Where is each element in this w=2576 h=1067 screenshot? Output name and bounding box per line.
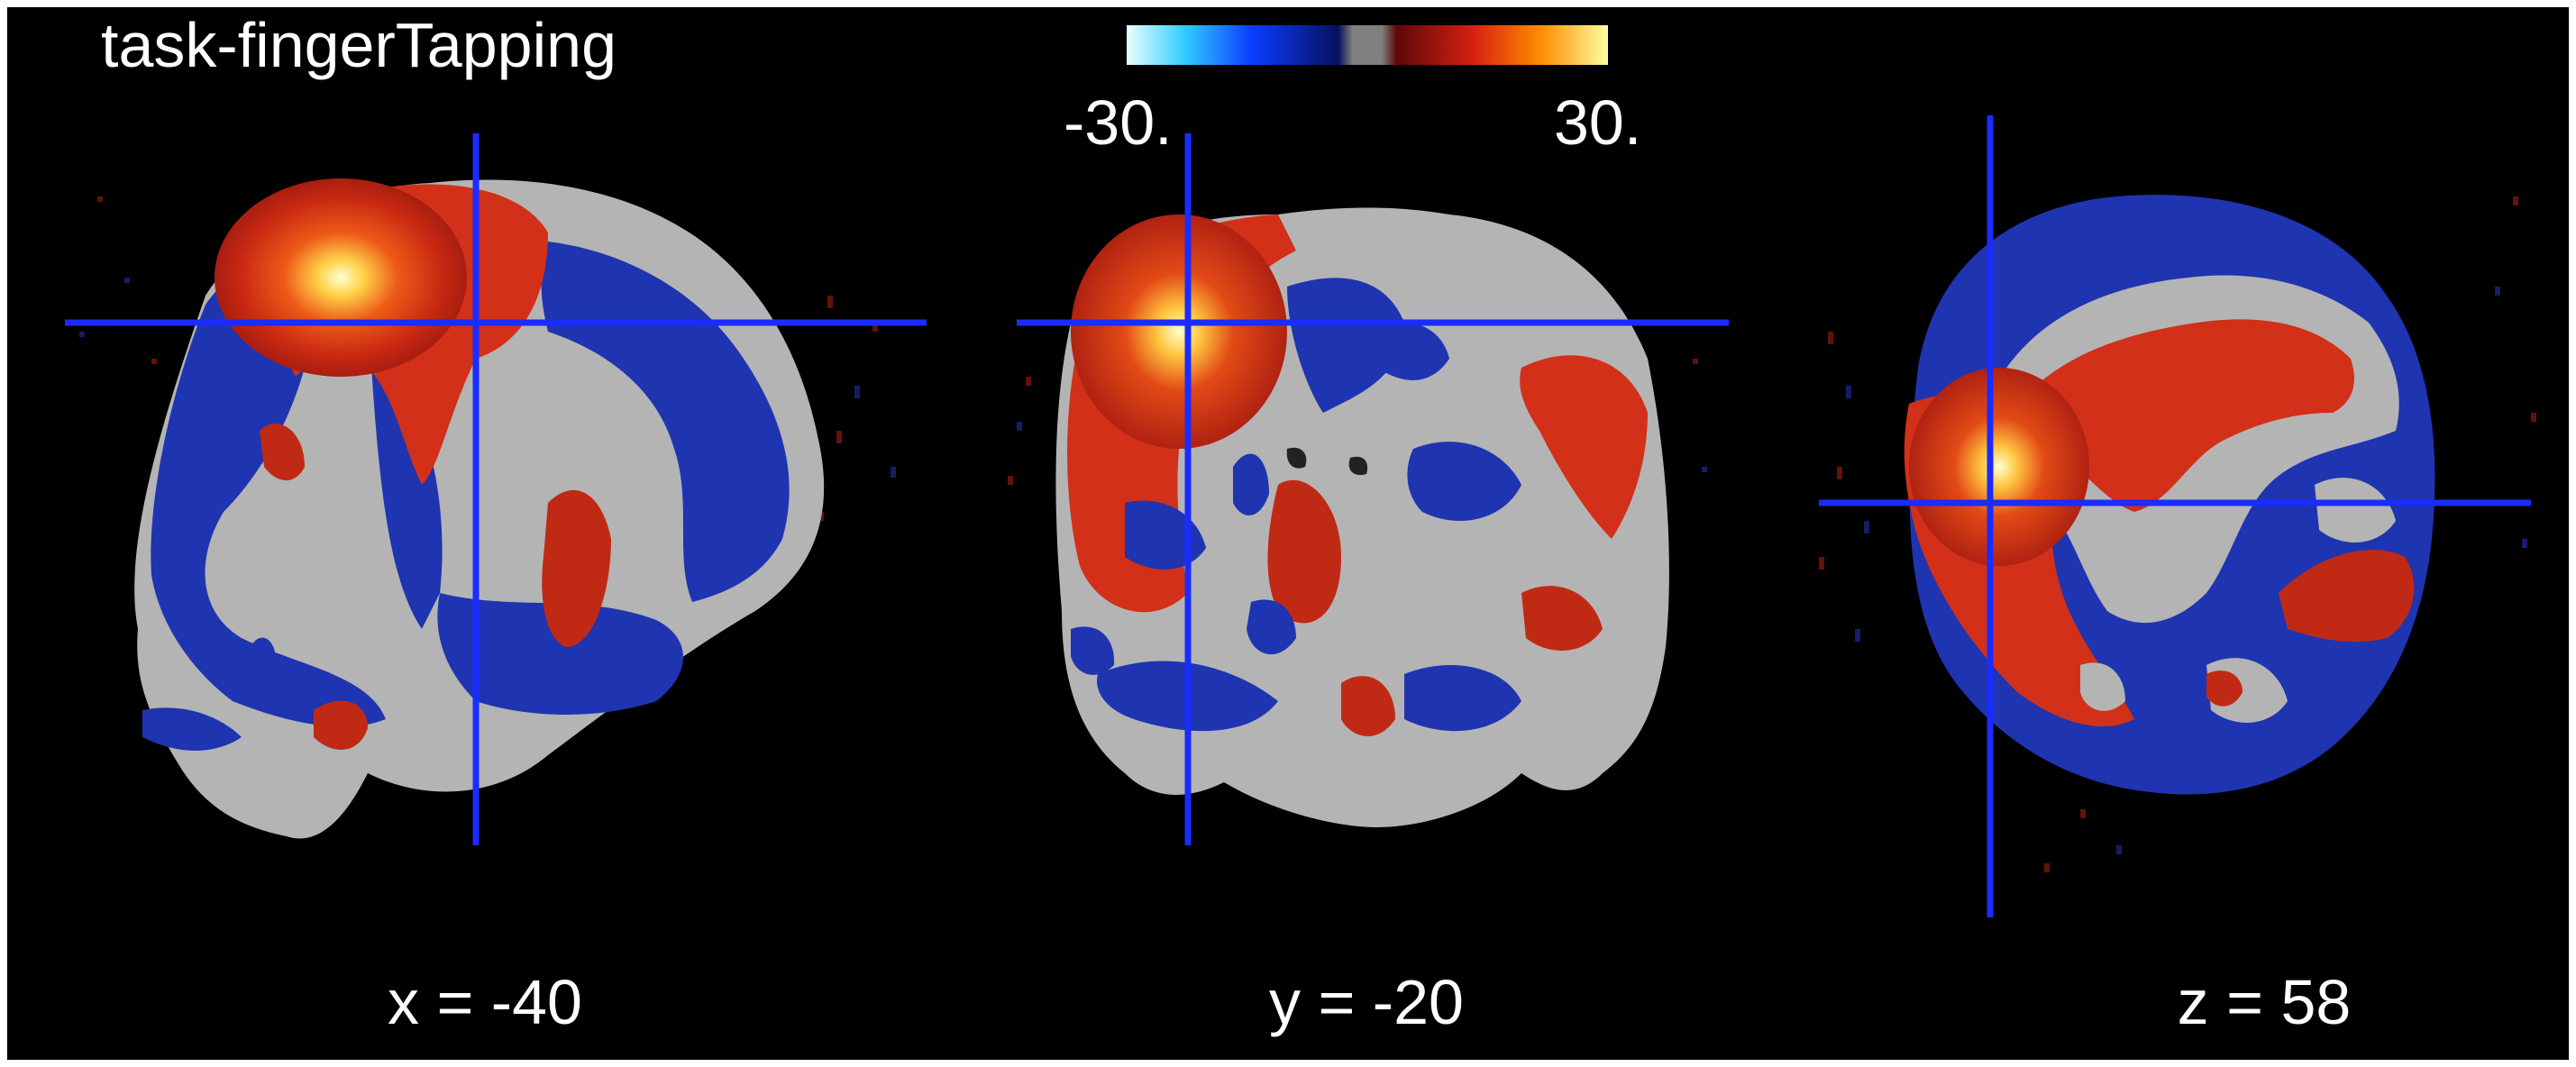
coronal-noise	[1008, 359, 1707, 485]
axial-crosshair	[1819, 115, 2531, 917]
figure-title: task-fingerTapping	[101, 10, 617, 80]
slice-label-x: x = -40	[388, 967, 582, 1037]
figure-panel: task-fingerTapping -30. 30.	[7, 7, 2569, 1060]
sagittal-slice	[65, 133, 927, 845]
sagittal-crosshair	[65, 133, 927, 845]
axial-slice	[1819, 115, 2536, 917]
axial-brain	[1904, 195, 2435, 795]
slice-label-z: z = 58	[2177, 967, 2352, 1037]
coronal-brain	[1055, 207, 1669, 827]
sagittal-brain	[134, 178, 825, 839]
coronal-slice	[1008, 133, 1729, 845]
axial-noise	[1819, 196, 2536, 872]
colorbar-max-label: 30.	[1554, 87, 1642, 158]
coronal-crosshair	[1017, 133, 1729, 845]
slice-label-y: y = -20	[1269, 967, 1464, 1037]
colorbar	[1127, 25, 1608, 65]
colorbar-min-label: -30.	[1064, 87, 1173, 158]
